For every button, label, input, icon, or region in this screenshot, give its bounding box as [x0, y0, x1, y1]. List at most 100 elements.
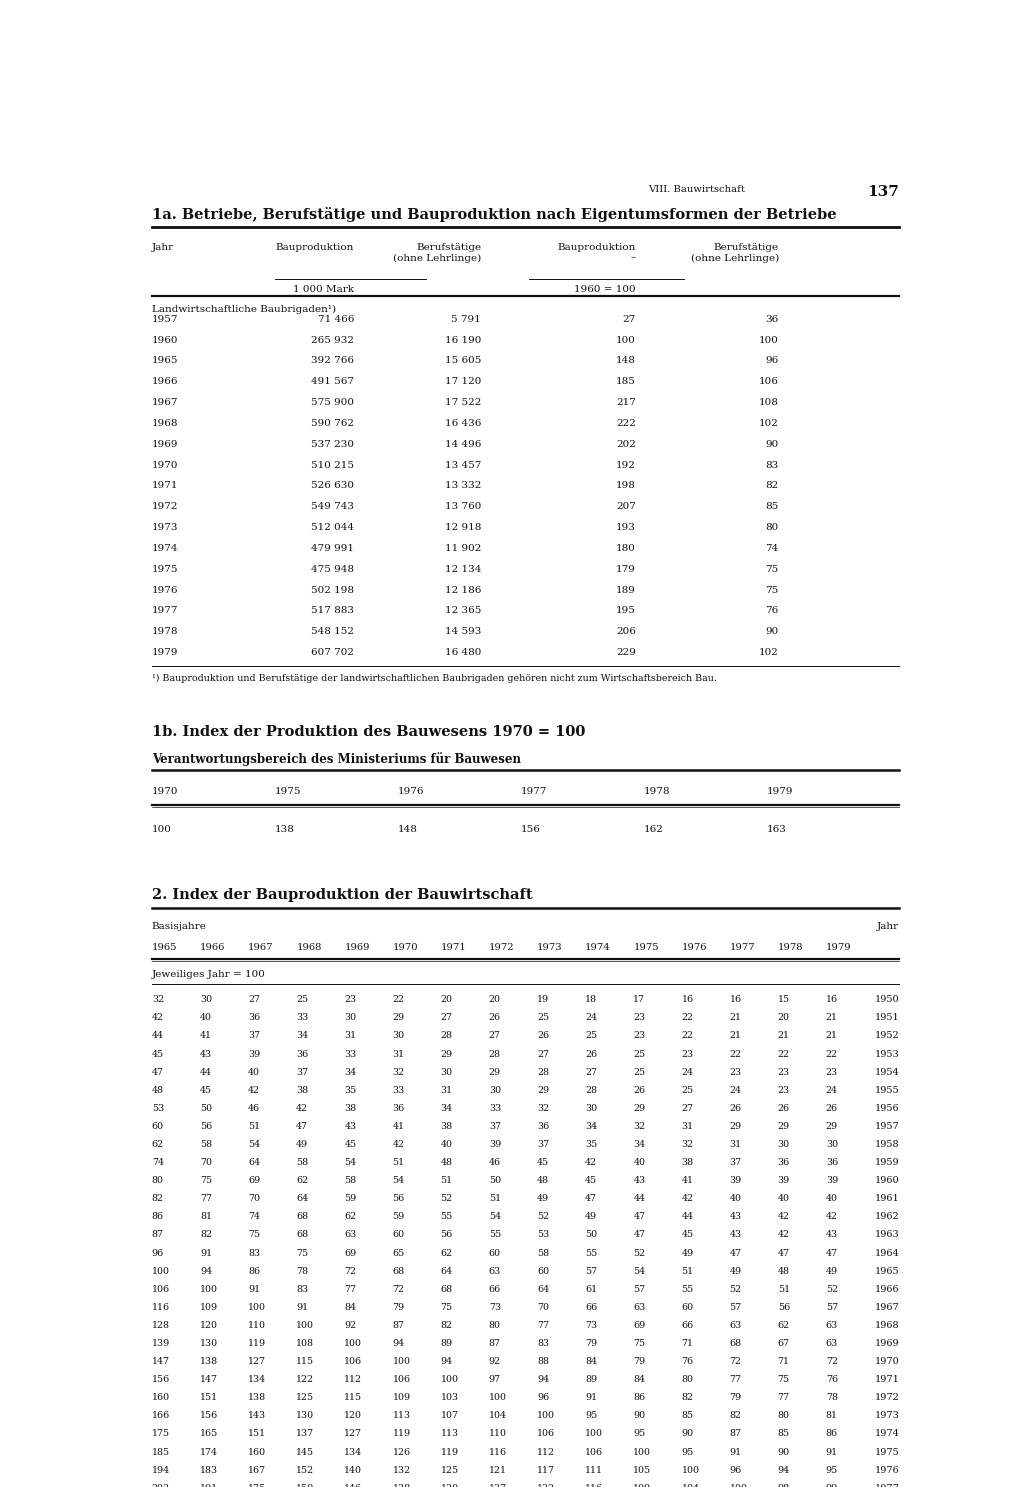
- Text: 189: 189: [616, 586, 636, 595]
- Text: 125: 125: [296, 1393, 314, 1402]
- Text: 156: 156: [521, 825, 541, 834]
- Text: 1969: 1969: [152, 440, 178, 449]
- Text: 1966: 1966: [874, 1285, 899, 1294]
- Text: 23: 23: [681, 1050, 693, 1059]
- Text: 85: 85: [681, 1411, 693, 1420]
- Text: 110: 110: [488, 1429, 507, 1438]
- Text: 23: 23: [825, 1068, 838, 1077]
- Text: 1955: 1955: [874, 1086, 899, 1094]
- Text: 120: 120: [344, 1411, 362, 1420]
- Text: 47: 47: [633, 1230, 645, 1240]
- Text: 1956: 1956: [874, 1103, 899, 1112]
- Text: 38: 38: [344, 1103, 356, 1112]
- Text: 47: 47: [825, 1249, 838, 1258]
- Text: 121: 121: [488, 1466, 507, 1475]
- Text: 185: 185: [616, 378, 636, 387]
- Text: 517 883: 517 883: [311, 607, 354, 616]
- Text: 52: 52: [729, 1285, 741, 1294]
- Text: 75: 75: [766, 586, 778, 595]
- Text: 27: 27: [537, 1050, 549, 1059]
- Text: 63: 63: [825, 1338, 838, 1349]
- Text: 17: 17: [633, 995, 645, 1004]
- Text: 21: 21: [729, 1013, 741, 1023]
- Text: 183: 183: [200, 1466, 218, 1475]
- Text: 27: 27: [488, 1032, 501, 1041]
- Text: 74: 74: [248, 1212, 260, 1221]
- Text: 1967: 1967: [248, 943, 273, 952]
- Text: 100: 100: [200, 1285, 218, 1294]
- Text: 52: 52: [825, 1285, 838, 1294]
- Text: 83: 83: [537, 1338, 549, 1349]
- Text: 130: 130: [200, 1338, 218, 1349]
- Text: 83: 83: [296, 1285, 308, 1294]
- Text: 68: 68: [296, 1212, 308, 1221]
- Text: 106: 106: [392, 1375, 411, 1384]
- Text: 34: 34: [585, 1121, 597, 1132]
- Text: 69: 69: [344, 1249, 356, 1258]
- Text: 94: 94: [440, 1358, 453, 1367]
- Text: 122: 122: [537, 1484, 555, 1487]
- Text: 1953: 1953: [874, 1050, 899, 1059]
- Text: 53: 53: [152, 1103, 164, 1112]
- Text: 11 902: 11 902: [444, 544, 481, 553]
- Text: 28: 28: [440, 1032, 453, 1041]
- Text: 48: 48: [777, 1267, 790, 1276]
- Text: 26: 26: [633, 1086, 645, 1094]
- Text: 42: 42: [296, 1103, 308, 1112]
- Text: 1979: 1979: [152, 648, 178, 657]
- Text: 222: 222: [616, 419, 636, 428]
- Text: 78: 78: [296, 1267, 308, 1276]
- Text: 37: 37: [488, 1121, 501, 1132]
- Text: 175: 175: [152, 1429, 170, 1438]
- Text: 81: 81: [200, 1212, 212, 1221]
- Text: 143: 143: [248, 1411, 266, 1420]
- Text: 91: 91: [248, 1285, 260, 1294]
- Text: 16 480: 16 480: [444, 648, 481, 657]
- Text: 116: 116: [488, 1447, 507, 1457]
- Text: 137: 137: [867, 184, 899, 199]
- Text: 24: 24: [729, 1086, 741, 1094]
- Text: 20: 20: [488, 995, 501, 1004]
- Text: 49: 49: [537, 1194, 549, 1203]
- Text: 1960: 1960: [152, 336, 178, 345]
- Text: 40: 40: [440, 1141, 453, 1149]
- Text: 26: 26: [537, 1032, 549, 1041]
- Text: 163: 163: [767, 825, 786, 834]
- Text: 78: 78: [825, 1393, 838, 1402]
- Text: 71: 71: [681, 1338, 693, 1349]
- Text: 21: 21: [825, 1013, 838, 1023]
- Text: 23: 23: [777, 1086, 790, 1094]
- Text: 145: 145: [296, 1447, 314, 1457]
- Text: 25: 25: [537, 1013, 549, 1023]
- Text: 17 120: 17 120: [444, 378, 481, 387]
- Text: 47: 47: [585, 1194, 597, 1203]
- Text: 1957: 1957: [152, 315, 178, 324]
- Text: 86: 86: [248, 1267, 260, 1276]
- Text: 39: 39: [248, 1050, 260, 1059]
- Text: 42: 42: [392, 1141, 404, 1149]
- Text: 29: 29: [633, 1103, 645, 1112]
- Text: 90: 90: [766, 628, 778, 636]
- Text: 100: 100: [296, 1320, 314, 1329]
- Text: 41: 41: [681, 1176, 693, 1185]
- Text: 31: 31: [681, 1121, 693, 1132]
- Text: 64: 64: [440, 1267, 453, 1276]
- Text: 195: 195: [616, 607, 636, 616]
- Text: 100: 100: [729, 1484, 748, 1487]
- Text: 16: 16: [681, 995, 693, 1004]
- Text: 96: 96: [537, 1393, 549, 1402]
- Text: 76: 76: [766, 607, 778, 616]
- Text: 39: 39: [825, 1176, 838, 1185]
- Text: 79: 79: [585, 1338, 597, 1349]
- Text: 1954: 1954: [874, 1068, 899, 1077]
- Text: 147: 147: [152, 1358, 170, 1367]
- Text: 138: 138: [392, 1484, 411, 1487]
- Text: 41: 41: [392, 1121, 404, 1132]
- Text: 77: 77: [537, 1320, 549, 1329]
- Text: Basisjahre: Basisjahre: [152, 922, 207, 931]
- Text: 192: 192: [616, 461, 636, 470]
- Text: 1b. Index der Produktion des Bauwesens 1970 = 100: 1b. Index der Produktion des Bauwesens 1…: [152, 726, 585, 739]
- Text: 27: 27: [681, 1103, 693, 1112]
- Text: 45: 45: [585, 1176, 597, 1185]
- Text: 59: 59: [344, 1194, 356, 1203]
